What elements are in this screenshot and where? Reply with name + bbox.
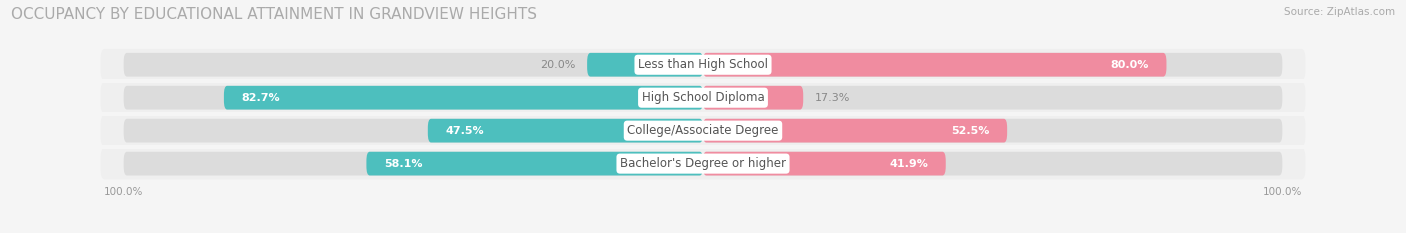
- FancyBboxPatch shape: [100, 148, 1306, 179]
- FancyBboxPatch shape: [703, 119, 1282, 143]
- Text: 17.3%: 17.3%: [815, 93, 851, 103]
- FancyBboxPatch shape: [100, 115, 1306, 147]
- Text: 20.0%: 20.0%: [540, 60, 575, 70]
- FancyBboxPatch shape: [427, 119, 703, 143]
- FancyBboxPatch shape: [703, 119, 1007, 143]
- FancyBboxPatch shape: [124, 152, 703, 175]
- FancyBboxPatch shape: [224, 86, 703, 110]
- Text: 58.1%: 58.1%: [384, 159, 422, 169]
- FancyBboxPatch shape: [588, 53, 703, 77]
- FancyBboxPatch shape: [703, 53, 1282, 77]
- FancyBboxPatch shape: [124, 53, 703, 77]
- Text: Bachelor's Degree or higher: Bachelor's Degree or higher: [620, 157, 786, 170]
- FancyBboxPatch shape: [367, 152, 703, 175]
- FancyBboxPatch shape: [100, 82, 1306, 113]
- Text: 80.0%: 80.0%: [1111, 60, 1149, 70]
- FancyBboxPatch shape: [100, 49, 1306, 81]
- FancyBboxPatch shape: [124, 86, 703, 110]
- Text: 52.5%: 52.5%: [952, 126, 990, 136]
- FancyBboxPatch shape: [124, 119, 703, 143]
- FancyBboxPatch shape: [703, 86, 1282, 110]
- Text: 82.7%: 82.7%: [242, 93, 280, 103]
- Text: College/Associate Degree: College/Associate Degree: [627, 124, 779, 137]
- FancyBboxPatch shape: [703, 86, 803, 110]
- Text: 41.9%: 41.9%: [890, 159, 928, 169]
- FancyBboxPatch shape: [703, 152, 946, 175]
- FancyBboxPatch shape: [703, 53, 1167, 77]
- Text: 47.5%: 47.5%: [446, 126, 484, 136]
- Text: OCCUPANCY BY EDUCATIONAL ATTAINMENT IN GRANDVIEW HEIGHTS: OCCUPANCY BY EDUCATIONAL ATTAINMENT IN G…: [11, 7, 537, 22]
- Text: Less than High School: Less than High School: [638, 58, 768, 71]
- Text: High School Diploma: High School Diploma: [641, 91, 765, 104]
- FancyBboxPatch shape: [703, 152, 1282, 175]
- Text: Source: ZipAtlas.com: Source: ZipAtlas.com: [1284, 7, 1395, 17]
